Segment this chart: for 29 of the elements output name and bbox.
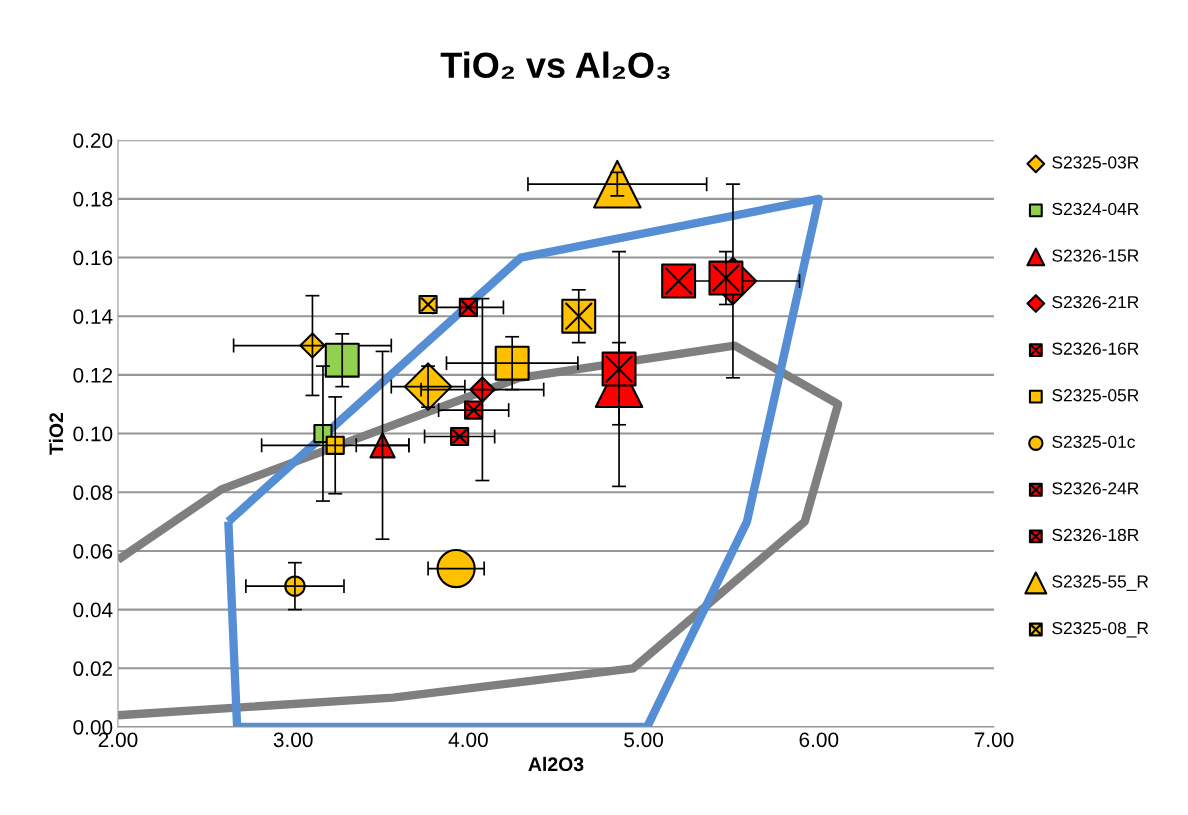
legend-label: S2325-08_R [1052,621,1149,638]
legend-label: S2326-24R [1052,482,1139,495]
y-tick-label: 0.02 [73,661,113,677]
legend-label: S2326-18R [1052,528,1139,542]
y-tick-label: 0.04 [73,602,113,618]
y-tick-label: 0.18 [73,191,113,207]
x-tick-label: 4.00 [448,732,488,748]
y-tick-label: 0.08 [73,485,113,501]
legend-label: S2326-15R [1052,249,1139,262]
x-axis-title: Al2O3 [528,756,584,772]
legend-label: S2324-04R [1052,202,1139,216]
legend-label: S2325-01c [1052,435,1135,448]
legend-label: S2326-16R [1052,342,1139,355]
y-tick-label: 0.16 [73,250,113,266]
legend-label: S2326-21R [1052,295,1139,309]
y-tick-label: 0.12 [73,367,113,383]
x-tick-label: 7.00 [974,732,1014,748]
y-tick-label: 0.06 [73,543,113,559]
legend-label: S2325-55_R [1052,575,1149,591]
x-tick-label: 5.00 [624,732,664,748]
y-tick-label: 0.20 [73,133,113,148]
legend-label: S2325-03R [1052,156,1139,169]
legend-label: S2325-05R [1052,389,1139,402]
y-tick-label: 0.10 [73,426,113,442]
chart-title: TiO₂ vs Al₂O₃ [440,51,670,80]
x-tick-label: 3.00 [273,732,313,748]
y-tick-label: 0.14 [73,309,113,324]
x-tick-label: 6.00 [799,732,839,748]
y-axis-title: TiO2 [48,412,64,455]
